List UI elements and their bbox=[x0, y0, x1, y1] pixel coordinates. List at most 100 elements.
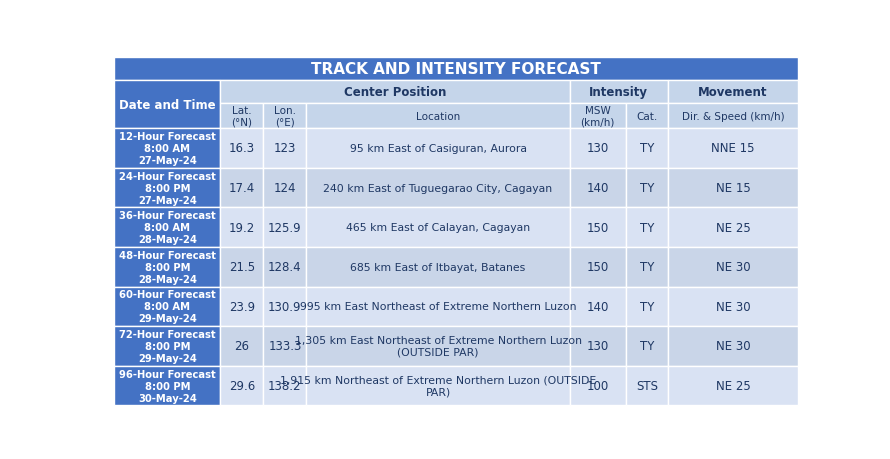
Text: TY: TY bbox=[640, 340, 654, 353]
Bar bbox=[626, 104, 668, 129]
Bar bbox=[570, 104, 626, 129]
Bar bbox=[570, 326, 626, 366]
Text: 130: 130 bbox=[587, 340, 609, 353]
Bar bbox=[668, 247, 798, 287]
Bar bbox=[626, 168, 668, 208]
Bar bbox=[668, 287, 798, 326]
Text: 1,915 km Northeast of Extreme Northern Luzon (OUTSIDE
PAR): 1,915 km Northeast of Extreme Northern L… bbox=[279, 375, 596, 397]
Text: TY: TY bbox=[640, 142, 654, 155]
Bar bbox=[626, 208, 668, 247]
Text: 995 km East Northeast of Extreme Northern Luzon: 995 km East Northeast of Extreme Norther… bbox=[300, 302, 576, 312]
Text: Date and Time: Date and Time bbox=[119, 99, 215, 112]
Text: 150: 150 bbox=[587, 221, 609, 234]
Bar bbox=[668, 326, 798, 366]
Bar bbox=[221, 104, 263, 129]
Text: 72-Hour Forecast
8:00 PM
29-May-24: 72-Hour Forecast 8:00 PM 29-May-24 bbox=[119, 329, 215, 363]
Text: 48-Hour Forecast
8:00 PM
28-May-24: 48-Hour Forecast 8:00 PM 28-May-24 bbox=[119, 250, 216, 284]
Text: MSW
(km/h): MSW (km/h) bbox=[580, 106, 615, 127]
Text: 26: 26 bbox=[234, 340, 249, 353]
Bar bbox=[570, 168, 626, 208]
Text: 23.9: 23.9 bbox=[229, 300, 255, 313]
Bar bbox=[114, 129, 221, 168]
Bar bbox=[263, 129, 306, 168]
Text: 140: 140 bbox=[587, 300, 609, 313]
Bar bbox=[221, 247, 263, 287]
Text: 138.2: 138.2 bbox=[268, 379, 302, 392]
Bar bbox=[221, 168, 263, 208]
Text: Cat.: Cat. bbox=[636, 112, 658, 122]
Text: 123: 123 bbox=[274, 142, 296, 155]
Bar bbox=[221, 129, 263, 168]
Text: 24-Hour Forecast
8:00 PM
27-May-24: 24-Hour Forecast 8:00 PM 27-May-24 bbox=[119, 171, 215, 205]
Bar bbox=[668, 81, 798, 104]
Bar bbox=[306, 366, 570, 405]
Bar bbox=[263, 168, 306, 208]
Text: NE 30: NE 30 bbox=[716, 340, 750, 353]
Text: 130.9: 130.9 bbox=[268, 300, 302, 313]
Text: 685 km East of Itbayat, Batanes: 685 km East of Itbayat, Batanes bbox=[351, 262, 526, 272]
Text: NE 25: NE 25 bbox=[716, 221, 750, 234]
Bar bbox=[263, 247, 306, 287]
Text: NNE 15: NNE 15 bbox=[711, 142, 755, 155]
Text: 36-Hour Forecast
8:00 AM
28-May-24: 36-Hour Forecast 8:00 AM 28-May-24 bbox=[119, 211, 215, 245]
Bar bbox=[570, 129, 626, 168]
Bar bbox=[114, 326, 221, 366]
Bar bbox=[570, 366, 626, 405]
Text: 95 km East of Casiguran, Aurora: 95 km East of Casiguran, Aurora bbox=[350, 144, 527, 154]
Bar bbox=[570, 81, 668, 104]
Text: Dir. & Speed (km/h): Dir. & Speed (km/h) bbox=[682, 112, 784, 122]
Text: 100: 100 bbox=[587, 379, 609, 392]
Bar bbox=[263, 104, 306, 129]
Text: 96-Hour Forecast
8:00 PM
30-May-24: 96-Hour Forecast 8:00 PM 30-May-24 bbox=[119, 369, 215, 403]
Text: STS: STS bbox=[635, 379, 658, 392]
Bar bbox=[626, 287, 668, 326]
Bar bbox=[306, 129, 570, 168]
Text: 29.6: 29.6 bbox=[229, 379, 255, 392]
Text: Location: Location bbox=[416, 112, 460, 122]
Bar bbox=[570, 208, 626, 247]
Bar bbox=[668, 104, 798, 129]
Text: 125.9: 125.9 bbox=[268, 221, 302, 234]
Bar bbox=[668, 208, 798, 247]
Bar bbox=[306, 287, 570, 326]
Bar bbox=[263, 366, 306, 405]
Bar bbox=[221, 326, 263, 366]
Text: TY: TY bbox=[640, 261, 654, 274]
Bar bbox=[263, 326, 306, 366]
Bar bbox=[626, 326, 668, 366]
Bar bbox=[114, 247, 221, 287]
Text: Intensity: Intensity bbox=[589, 86, 648, 99]
Text: TY: TY bbox=[640, 221, 654, 234]
Text: 16.3: 16.3 bbox=[229, 142, 255, 155]
Text: 133.3: 133.3 bbox=[268, 340, 302, 353]
Bar bbox=[570, 287, 626, 326]
Bar bbox=[570, 247, 626, 287]
Bar bbox=[306, 168, 570, 208]
Text: TY: TY bbox=[640, 300, 654, 313]
Text: TRACK AND INTENSITY FORECAST: TRACK AND INTENSITY FORECAST bbox=[312, 62, 601, 77]
Text: Movement: Movement bbox=[699, 86, 768, 99]
Text: 140: 140 bbox=[587, 182, 609, 195]
Text: Center Position: Center Position bbox=[344, 86, 446, 99]
Bar bbox=[306, 247, 570, 287]
Text: TY: TY bbox=[640, 182, 654, 195]
Text: NE 15: NE 15 bbox=[716, 182, 750, 195]
Text: NE 30: NE 30 bbox=[716, 300, 750, 313]
Bar bbox=[668, 129, 798, 168]
Bar bbox=[306, 326, 570, 366]
Text: 124: 124 bbox=[273, 182, 296, 195]
Bar bbox=[626, 247, 668, 287]
Bar bbox=[668, 366, 798, 405]
Text: 465 km East of Calayan, Cagayan: 465 km East of Calayan, Cagayan bbox=[346, 223, 530, 233]
Bar bbox=[114, 287, 221, 326]
Text: 17.4: 17.4 bbox=[229, 182, 255, 195]
Bar bbox=[668, 168, 798, 208]
Text: 21.5: 21.5 bbox=[229, 261, 255, 274]
Bar bbox=[306, 104, 570, 129]
Text: 130: 130 bbox=[587, 142, 609, 155]
Bar bbox=[626, 366, 668, 405]
Bar bbox=[221, 287, 263, 326]
Bar bbox=[626, 129, 668, 168]
Text: 60-Hour Forecast
8:00 AM
29-May-24: 60-Hour Forecast 8:00 AM 29-May-24 bbox=[119, 290, 215, 324]
Bar bbox=[114, 366, 221, 405]
